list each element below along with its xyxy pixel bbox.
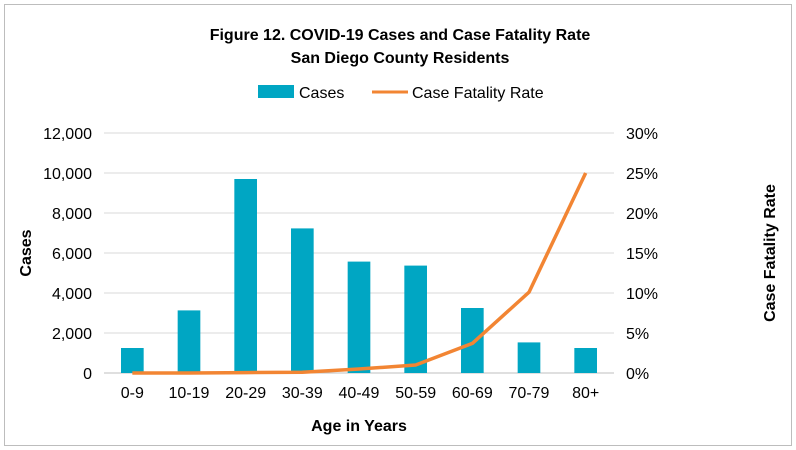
y-tick-label: 2,000	[52, 326, 92, 343]
x-tick-label: 20-29	[225, 385, 266, 402]
chart-title: Figure 12. COVID-19 Cases and Case Fatal…	[210, 27, 591, 44]
bar-70-79	[517, 342, 541, 373]
y2-tick-label: 0%	[626, 366, 649, 383]
x-tick-label: 60-69	[452, 385, 493, 402]
legend: Cases Case Fatality Rate	[258, 85, 544, 102]
legend-cases-label: Cases	[299, 85, 344, 102]
y-tick-label: 12,000	[43, 126, 92, 143]
x-tick-label: 30-39	[282, 385, 323, 402]
y-tick-label: 10,000	[43, 166, 92, 183]
y2-tick-label: 10%	[626, 286, 658, 303]
x-tick-label: 0-9	[121, 385, 144, 402]
bar-30-39	[291, 228, 314, 373]
bar-50-59	[404, 265, 427, 373]
y2-tick-label: 25%	[626, 166, 658, 183]
x-tick-label: 80+	[572, 385, 599, 402]
bar-20-29	[234, 179, 257, 373]
x-axis-label: Age in Years	[311, 418, 407, 435]
x-tick-label: 70-79	[509, 385, 550, 402]
legend-cases-swatch	[258, 85, 294, 98]
chart: Figure 12. COVID-19 Cases and Case Fatal…	[18, 27, 779, 435]
chart-frame: Figure 12. COVID-19 Cases and Case Fatal…	[4, 4, 792, 446]
bar-80+	[574, 348, 597, 373]
bar-0-9	[121, 348, 144, 373]
bar-10-19	[177, 310, 201, 373]
x-tick-label: 50-59	[395, 385, 436, 402]
y-tick-label: 8,000	[52, 206, 92, 223]
y2-tick-label: 15%	[626, 246, 658, 263]
bar-40-49	[347, 261, 371, 373]
y-axis-label: Cases	[18, 229, 35, 276]
x-tick-label: 10-19	[169, 385, 210, 402]
legend-cfr-label: Case Fatality Rate	[412, 85, 544, 102]
y2-tick-label: 20%	[626, 206, 658, 223]
y2-tick-label: 5%	[626, 326, 649, 343]
x-tick-label: 40-49	[339, 385, 380, 402]
y-tick-label: 6,000	[52, 246, 92, 263]
y-tick-label: 4,000	[52, 286, 92, 303]
y-tick-label: 0	[83, 366, 92, 383]
y2-axis-label: Case Fatality Rate	[762, 184, 779, 322]
y2-tick-label: 30%	[626, 126, 658, 143]
bar-60-69	[461, 308, 484, 373]
chart-subtitle: San Diego County Residents	[291, 50, 510, 67]
